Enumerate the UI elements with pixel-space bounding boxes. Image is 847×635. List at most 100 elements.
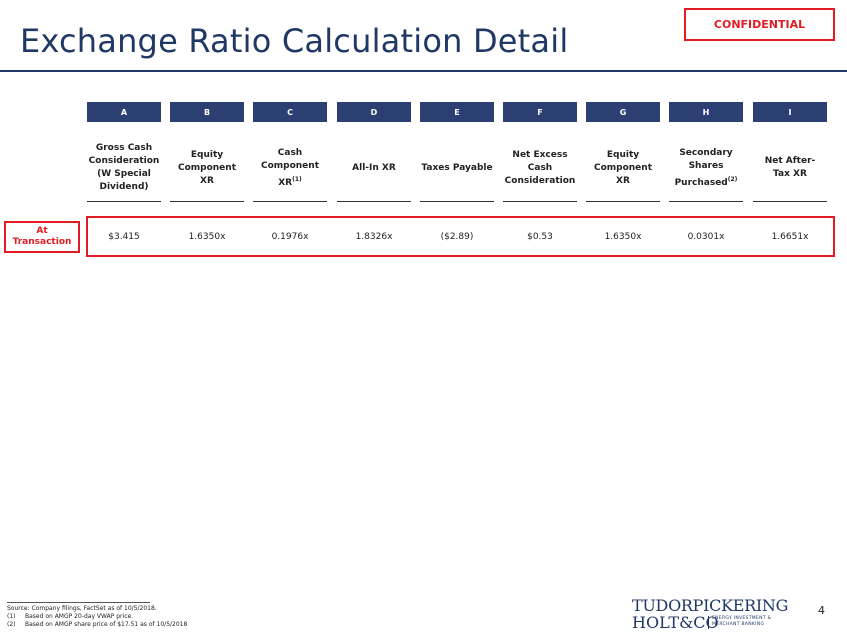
column-header-text: Net Excess Cash Consideration bbox=[505, 149, 576, 188]
company-logo: TUDORPICKERING HOLT&CO ENERGY INVESTMENT… bbox=[632, 596, 788, 632]
value-cell-f: $0.53 bbox=[527, 232, 553, 242]
value-cell-b: 1.6350x bbox=[188, 232, 226, 242]
value-cell-e: ($2.89) bbox=[440, 232, 474, 242]
column-letter-a: A bbox=[87, 102, 161, 122]
column-header-line: Consideration bbox=[505, 175, 576, 188]
column-underline bbox=[337, 201, 411, 202]
value-cell-g: 1.6350x bbox=[604, 232, 642, 242]
column-underline bbox=[420, 201, 494, 202]
column-header-line-text: Component bbox=[260, 160, 319, 171]
value-cell-c: 0.1976x bbox=[271, 232, 309, 242]
row-label-text: At Transaction bbox=[13, 226, 72, 248]
column-header-line-text: Gross Cash bbox=[95, 143, 153, 153]
column-header-line-text: Secondary bbox=[679, 147, 733, 158]
footnote-divider bbox=[7, 602, 150, 603]
footnote-ref: (1) bbox=[292, 175, 302, 183]
page-title: Exchange Ratio Calculation Detail bbox=[20, 22, 569, 60]
logo-line-1: TUDORPICKERING bbox=[632, 596, 789, 615]
logo-line-2: HOLT&CO bbox=[632, 613, 719, 632]
column-header-text: Cash Component XR(1) bbox=[261, 147, 319, 190]
column-underline bbox=[87, 201, 161, 202]
column-header-line-text: Equity bbox=[606, 149, 640, 160]
column-underline bbox=[586, 201, 660, 202]
footnote-number: (1) bbox=[7, 613, 16, 620]
column-header-c: Cash Component XR(1) bbox=[253, 136, 327, 200]
column-letter-d: D bbox=[337, 102, 411, 122]
column-underline bbox=[669, 201, 743, 202]
footnote-2: (2) Based on AMGP share price of $17.51 a… bbox=[7, 621, 187, 628]
column-underline bbox=[170, 201, 244, 202]
column-letter-h: H bbox=[669, 102, 743, 122]
column-header-line: Tax XR bbox=[765, 168, 816, 181]
column-header-b: Equity Component XR bbox=[170, 136, 244, 200]
column-header-line-text: (W Special bbox=[97, 169, 151, 179]
row-label-at-transaction: At Transaction bbox=[4, 221, 80, 253]
column-header-line: Secondary bbox=[675, 147, 738, 160]
column-header-line-text: Equity bbox=[190, 149, 224, 160]
column-header-line-text: Dividend) bbox=[99, 182, 149, 192]
column-header-line-text: Purchased bbox=[674, 177, 728, 188]
column-header-line-text: Consideration bbox=[504, 175, 576, 186]
logo-tagline: ENERGY INVESTMENT & MERCHANT BANKING bbox=[712, 616, 771, 628]
column-underline bbox=[503, 201, 577, 202]
footnote-1: (1) Based on AMGP 20-day VWAP price. bbox=[7, 613, 133, 620]
column-header-line: All-In XR bbox=[352, 162, 396, 175]
column-header-line-text: Cash bbox=[527, 162, 553, 173]
column-header-line: XR bbox=[178, 175, 236, 188]
column-letter-c: C bbox=[253, 102, 327, 122]
column-header-line: Component bbox=[594, 162, 652, 175]
column-header-g: Equity Component XR bbox=[586, 136, 660, 200]
column-header-f: Net Excess Cash Consideration bbox=[503, 136, 577, 200]
column-header-text: All-In XR bbox=[352, 162, 396, 175]
column-header-line-text: Taxes Payable bbox=[421, 162, 493, 173]
column-header-line: Equity bbox=[178, 149, 236, 162]
column-header-text: Net After- Tax XR bbox=[765, 155, 816, 181]
column-header-line-text: Component bbox=[593, 162, 652, 173]
column-header-line: Taxes Payable bbox=[421, 162, 492, 175]
column-header-line: Consideration bbox=[89, 155, 160, 168]
source-note: Source: Company filings, FactSet as of 1… bbox=[7, 605, 157, 612]
column-header-line: Cash bbox=[261, 147, 319, 160]
footnote-text: Based on AMGP share price of $17.51 as o… bbox=[25, 621, 188, 628]
column-header-text: Secondary Shares Purchased(2) bbox=[675, 147, 738, 190]
column-header-h: Secondary Shares Purchased(2) bbox=[669, 136, 743, 200]
footnote-text: Based on AMGP 20-day VWAP price. bbox=[25, 613, 134, 620]
column-header-i: Net After- Tax XR bbox=[753, 136, 827, 200]
column-header-line: Gross Cash bbox=[89, 142, 160, 155]
value-cell-d: 1.8326x bbox=[355, 232, 393, 242]
column-header-line-text: Shares bbox=[688, 160, 724, 171]
confidential-badge: CONFIDENTIAL bbox=[684, 8, 835, 41]
column-header-d: All-In XR bbox=[337, 136, 411, 200]
title-divider bbox=[0, 70, 847, 72]
column-header-e: Taxes Payable bbox=[420, 136, 494, 200]
column-letter-g: G bbox=[586, 102, 660, 122]
column-header-line: Cash bbox=[505, 162, 576, 175]
column-letter-b: B bbox=[170, 102, 244, 122]
column-header-line: XR(1) bbox=[261, 173, 319, 190]
column-underline bbox=[753, 201, 827, 202]
column-header-text: Equity Component XR bbox=[178, 149, 236, 188]
column-header-line: XR bbox=[594, 175, 652, 188]
column-header-line: Shares bbox=[675, 160, 738, 173]
column-letter-i: I bbox=[753, 102, 827, 122]
column-header-line-text: Tax XR bbox=[773, 169, 807, 179]
column-header-text: Equity Component XR bbox=[594, 149, 652, 188]
logo-tagline-line: MERCHANT BANKING bbox=[712, 622, 765, 627]
column-header-line-text: XR bbox=[278, 177, 293, 188]
column-header-line: Purchased(2) bbox=[675, 173, 738, 190]
logo-separator bbox=[708, 616, 709, 629]
column-header-line-text: XR bbox=[200, 175, 214, 186]
footnote-number: (2) bbox=[7, 621, 16, 628]
column-header-line-text: XR bbox=[616, 175, 630, 186]
column-header-line-text: Cash bbox=[277, 147, 303, 158]
column-header-line: (W Special bbox=[89, 168, 160, 181]
column-header-line: Net After- bbox=[765, 155, 816, 168]
footnote-ref: (2) bbox=[727, 175, 738, 183]
row-highlight-box bbox=[86, 216, 835, 257]
column-header-line-text: Consideration bbox=[88, 156, 160, 166]
column-header-a: Gross Cash Consideration (W Special Dividen… bbox=[87, 136, 161, 200]
row-label-line: Transaction bbox=[12, 237, 72, 247]
value-cell-a: $3.415 bbox=[108, 232, 140, 242]
page-number: 4 bbox=[818, 604, 825, 617]
column-letter-f: F bbox=[503, 102, 577, 122]
